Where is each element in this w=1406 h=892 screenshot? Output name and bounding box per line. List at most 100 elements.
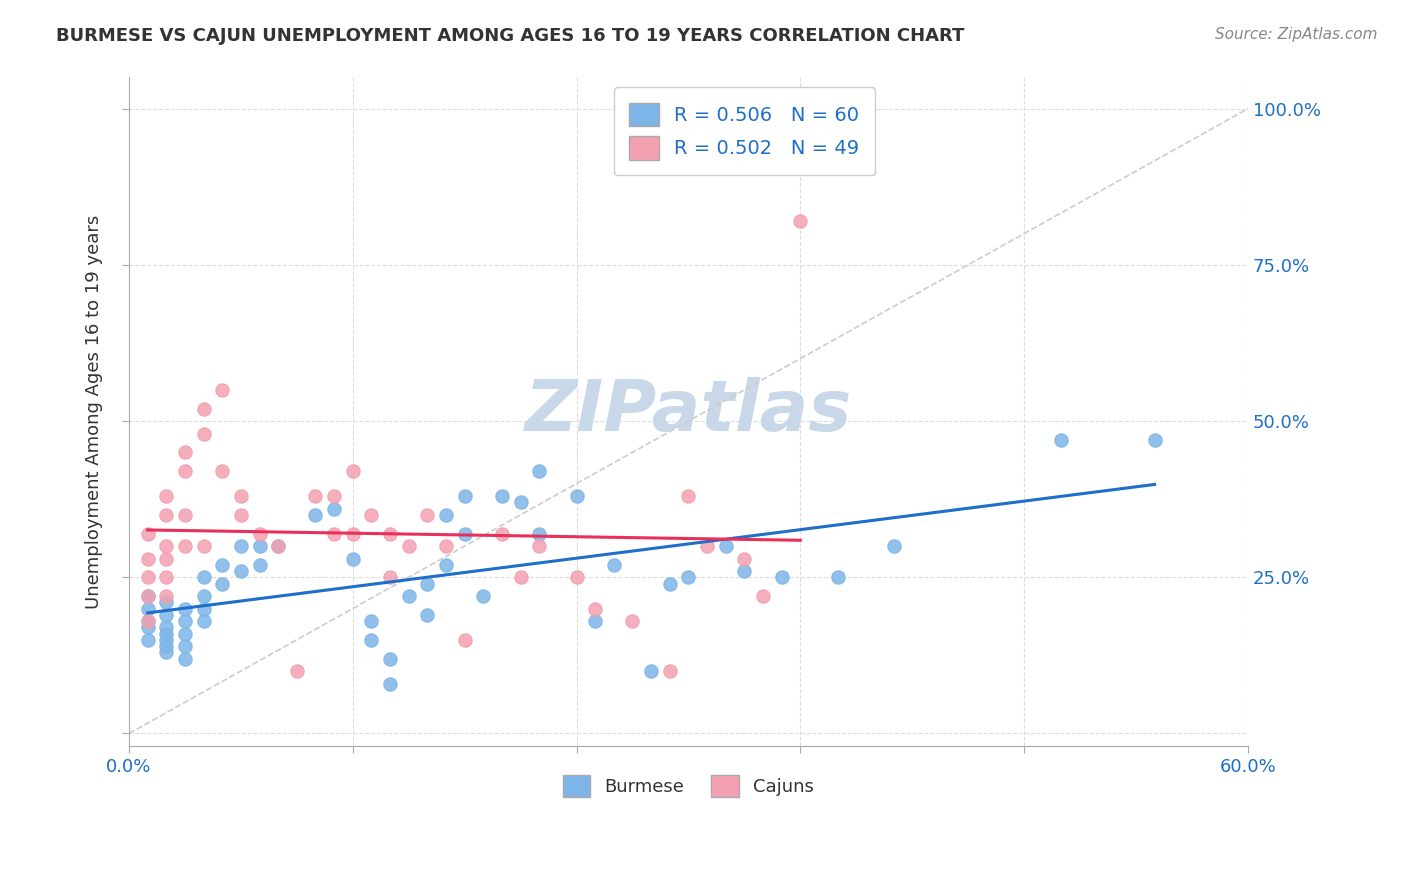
Point — [249, 526, 271, 541]
Point — [267, 539, 290, 553]
Point — [193, 589, 215, 603]
Point — [249, 558, 271, 572]
Point — [136, 570, 159, 584]
Point — [678, 489, 700, 503]
Point — [752, 589, 775, 603]
Point — [360, 632, 382, 647]
Point — [136, 620, 159, 634]
Point — [211, 383, 233, 397]
Point — [211, 558, 233, 572]
Point — [155, 620, 177, 634]
Point — [789, 214, 811, 228]
Point — [565, 570, 588, 584]
Point — [136, 632, 159, 647]
Point — [603, 558, 626, 572]
Point — [136, 601, 159, 615]
Point — [174, 639, 197, 653]
Text: Source: ZipAtlas.com: Source: ZipAtlas.com — [1215, 27, 1378, 42]
Point — [342, 551, 364, 566]
Point — [155, 595, 177, 609]
Point — [453, 489, 475, 503]
Point — [323, 526, 346, 541]
Point — [155, 539, 177, 553]
Point — [174, 508, 197, 522]
Point — [342, 464, 364, 478]
Point — [827, 570, 849, 584]
Point — [491, 526, 513, 541]
Point — [136, 526, 159, 541]
Point — [509, 495, 531, 509]
Point — [453, 632, 475, 647]
Point — [193, 539, 215, 553]
Point — [640, 664, 662, 678]
Point — [267, 539, 290, 553]
Point — [323, 489, 346, 503]
Point — [472, 589, 495, 603]
Point — [211, 464, 233, 478]
Point — [155, 508, 177, 522]
Point — [136, 614, 159, 628]
Point — [193, 401, 215, 416]
Text: ZIPatlas: ZIPatlas — [524, 377, 852, 446]
Point — [342, 526, 364, 541]
Y-axis label: Unemployment Among Ages 16 to 19 years: Unemployment Among Ages 16 to 19 years — [86, 215, 103, 609]
Point — [360, 614, 382, 628]
Point — [733, 564, 755, 578]
Point — [155, 632, 177, 647]
Point — [434, 558, 457, 572]
Point — [883, 539, 905, 553]
Point — [678, 570, 700, 584]
Point — [360, 508, 382, 522]
Point — [1143, 433, 1166, 447]
Text: BURMESE VS CAJUN UNEMPLOYMENT AMONG AGES 16 TO 19 YEARS CORRELATION CHART: BURMESE VS CAJUN UNEMPLOYMENT AMONG AGES… — [56, 27, 965, 45]
Point — [155, 570, 177, 584]
Point — [378, 676, 401, 690]
Point — [193, 601, 215, 615]
Point — [696, 539, 718, 553]
Point — [714, 539, 737, 553]
Point — [398, 539, 420, 553]
Point — [323, 501, 346, 516]
Point — [174, 601, 197, 615]
Point — [1050, 433, 1073, 447]
Point — [155, 645, 177, 659]
Point — [193, 426, 215, 441]
Point — [304, 508, 326, 522]
Point — [174, 464, 197, 478]
Point — [155, 607, 177, 622]
Point — [416, 576, 439, 591]
Point — [733, 551, 755, 566]
Point — [174, 445, 197, 459]
Point — [509, 570, 531, 584]
Point — [658, 664, 681, 678]
Point — [770, 570, 793, 584]
Point — [565, 489, 588, 503]
Point — [136, 551, 159, 566]
Point — [529, 539, 551, 553]
Point — [229, 539, 252, 553]
Legend: Burmese, Cajuns: Burmese, Cajuns — [555, 767, 821, 804]
Point — [285, 664, 308, 678]
Point — [136, 589, 159, 603]
Point — [529, 526, 551, 541]
Point — [398, 589, 420, 603]
Point — [529, 464, 551, 478]
Point — [136, 614, 159, 628]
Point — [211, 576, 233, 591]
Point — [249, 539, 271, 553]
Point — [658, 576, 681, 591]
Point — [491, 489, 513, 503]
Point — [378, 526, 401, 541]
Point — [378, 570, 401, 584]
Point — [621, 614, 644, 628]
Point — [155, 551, 177, 566]
Point — [174, 626, 197, 640]
Point — [155, 589, 177, 603]
Point — [378, 651, 401, 665]
Point — [229, 564, 252, 578]
Point — [583, 614, 606, 628]
Point — [453, 526, 475, 541]
Point — [193, 614, 215, 628]
Point — [174, 651, 197, 665]
Point — [304, 489, 326, 503]
